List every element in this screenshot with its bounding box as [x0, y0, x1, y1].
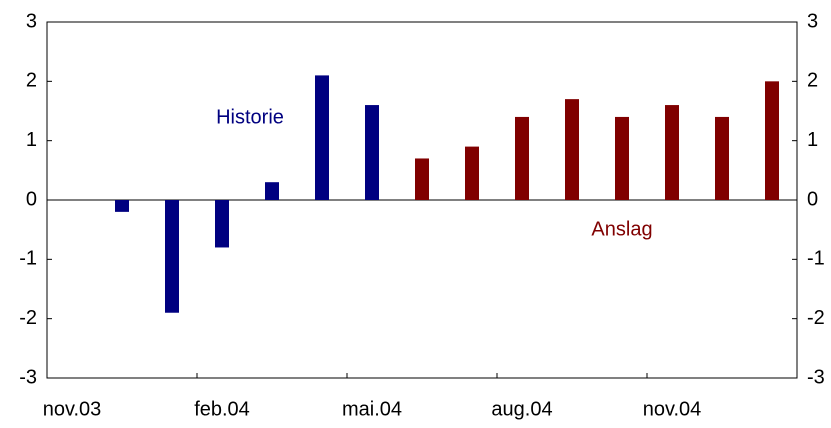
y2-tick-label: -3 [807, 366, 825, 388]
bar [615, 116, 629, 200]
x-tick-label: feb.04 [194, 398, 250, 420]
bar [165, 200, 179, 313]
y-tick-label: 0 [26, 188, 37, 210]
bar [515, 116, 529, 200]
bar [215, 200, 229, 248]
y2-tick-label: 0 [807, 188, 818, 210]
y-tick-label: 2 [26, 70, 37, 92]
legend-label: Historie [216, 106, 284, 128]
y2-tick-label: 1 [807, 129, 818, 151]
y2-tick-label: 2 [807, 70, 818, 92]
y-tick-label: 3 [26, 10, 37, 32]
bar [365, 105, 379, 200]
bar [315, 75, 329, 200]
bar [665, 105, 679, 200]
bar [715, 116, 729, 200]
y2-tick-label: 3 [807, 10, 818, 32]
bar [565, 99, 579, 200]
legend-label: Anslag [591, 218, 652, 240]
x-tick-label: nov.03 [43, 398, 102, 420]
y-tick-label: -1 [19, 248, 37, 270]
y2-tick-label: -1 [807, 248, 825, 270]
y2-tick-label: -2 [807, 307, 825, 329]
x-tick-label: nov.04 [643, 398, 702, 420]
y-tick-label: 1 [26, 129, 37, 151]
x-tick-label: mai.04 [342, 398, 402, 420]
y-tick-label: -3 [19, 366, 37, 388]
bar [765, 81, 779, 200]
bar [115, 200, 129, 212]
bar [415, 158, 429, 200]
y-tick-label: -2 [19, 307, 37, 329]
x-tick-label: aug.04 [491, 398, 552, 420]
bar [265, 182, 279, 200]
bar [465, 146, 479, 200]
